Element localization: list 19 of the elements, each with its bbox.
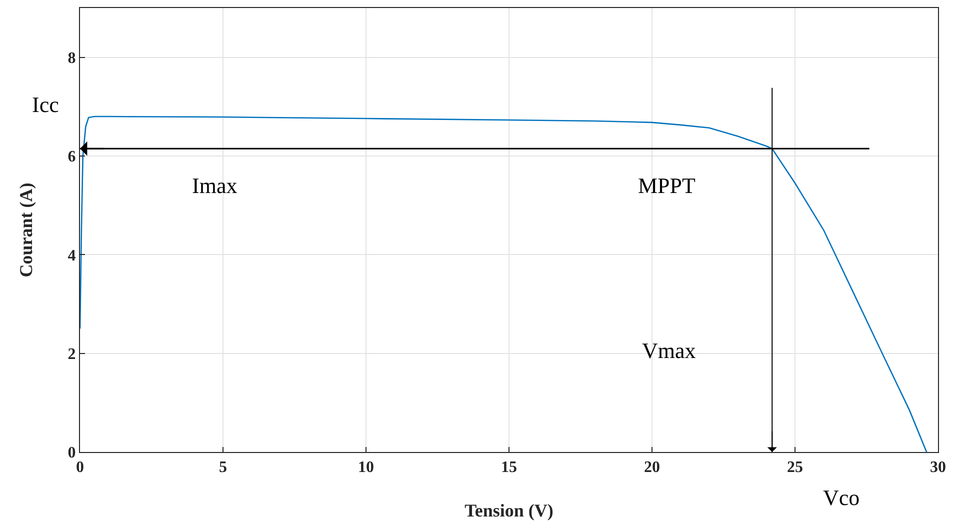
- annotation: Imax: [192, 173, 238, 198]
- text: Icc: [32, 92, 60, 117]
- x-tick-label: 25: [787, 459, 803, 476]
- y-tick-label: 6: [68, 148, 76, 166]
- x-tick-label: 10: [358, 459, 374, 476]
- y-tick-label: 2: [68, 346, 76, 363]
- y-tick-label: 4: [68, 247, 76, 264]
- x-axis-title: Tension (V): [464, 500, 554, 520]
- annotation: MPPT: [638, 173, 696, 198]
- x-tick-label: 5: [219, 459, 227, 476]
- y-axis-title: Courant (A): [16, 182, 36, 278]
- y-tick-label: 8: [68, 50, 76, 67]
- y-tick-label: 0: [68, 444, 76, 462]
- x-tick-label: 15: [501, 459, 517, 476]
- x-tick-label: 30: [930, 459, 946, 476]
- text: Vco: [823, 485, 860, 510]
- annotation: Vmax: [642, 338, 696, 363]
- line-series: [80, 116, 928, 452]
- x-tick-label: 20: [644, 459, 660, 476]
